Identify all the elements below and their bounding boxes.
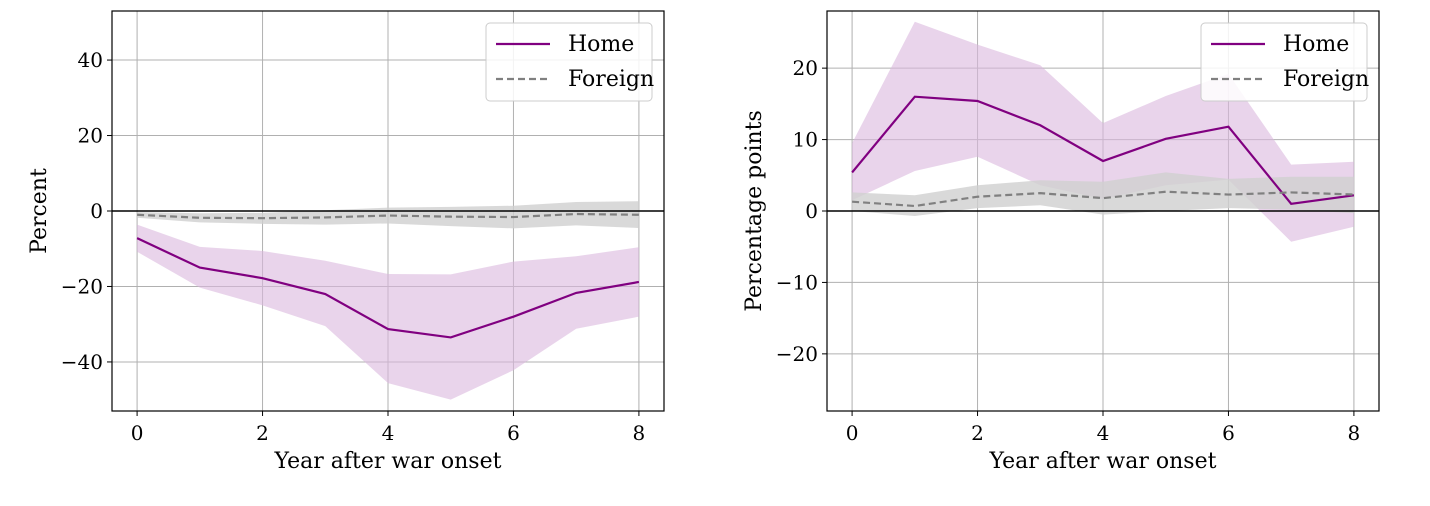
x-tick-label: 0 (846, 421, 859, 445)
y-tick-label: 20 (793, 56, 818, 80)
x-tick-label: 6 (1222, 421, 1235, 445)
y-tick-label: −40 (61, 350, 103, 374)
confidence-band-foreign (137, 201, 639, 229)
x-tick-label: 0 (131, 421, 144, 445)
confidence-band-home (137, 224, 639, 400)
series-line-home (851, 95, 1355, 206)
y-tick-label: 40 (78, 48, 103, 72)
x-axis-label: Year after war onset (989, 449, 1217, 474)
y-axis-label: Percent (27, 168, 52, 254)
legend-label-foreign: Foreign (568, 67, 654, 92)
confidence-band-foreign (852, 172, 1354, 216)
legend-label-home: Home (1283, 32, 1349, 57)
legend-label-home: Home (568, 32, 634, 57)
y-tick-label: −20 (776, 342, 818, 366)
y-tick-label: 10 (793, 128, 818, 152)
x-tick-label: 4 (1097, 421, 1110, 445)
right-chart: 0 2 4 6 8 −20 −10 0 10 20 Year after war onset Perc… (742, 10, 1380, 474)
x-tick-label: 2 (256, 421, 269, 445)
x-tick-label: 6 (507, 421, 520, 445)
x-tick-label: 8 (633, 421, 646, 445)
series-line-foreign (137, 212, 639, 220)
legend-box (1200, 22, 1368, 102)
y-tick-label: −10 (776, 270, 818, 294)
x-tick-label: 8 (1348, 421, 1361, 445)
left-chart: 0 2 4 6 8 −40 −20 0 20 40 Year after war onset Perc… (27, 10, 665, 474)
legend: Home Foreign (1200, 22, 1369, 102)
y-tick-label: 20 (78, 124, 103, 148)
series-line-foreign (852, 190, 1354, 208)
series-line-home (136, 237, 640, 339)
y-tick-label: −20 (61, 274, 103, 298)
y-axis-label: Percentage points (742, 110, 767, 312)
legend-label-foreign: Foreign (1283, 67, 1369, 92)
x-tick-label: 2 (971, 421, 984, 445)
y-tick-label: 0 (90, 199, 103, 223)
legend: Home Foreign (485, 22, 654, 102)
x-tick-label: 4 (382, 421, 395, 445)
x-axis-label: Year after war onset (274, 449, 502, 474)
legend-box (485, 22, 653, 102)
y-tick-label: 0 (805, 199, 818, 223)
